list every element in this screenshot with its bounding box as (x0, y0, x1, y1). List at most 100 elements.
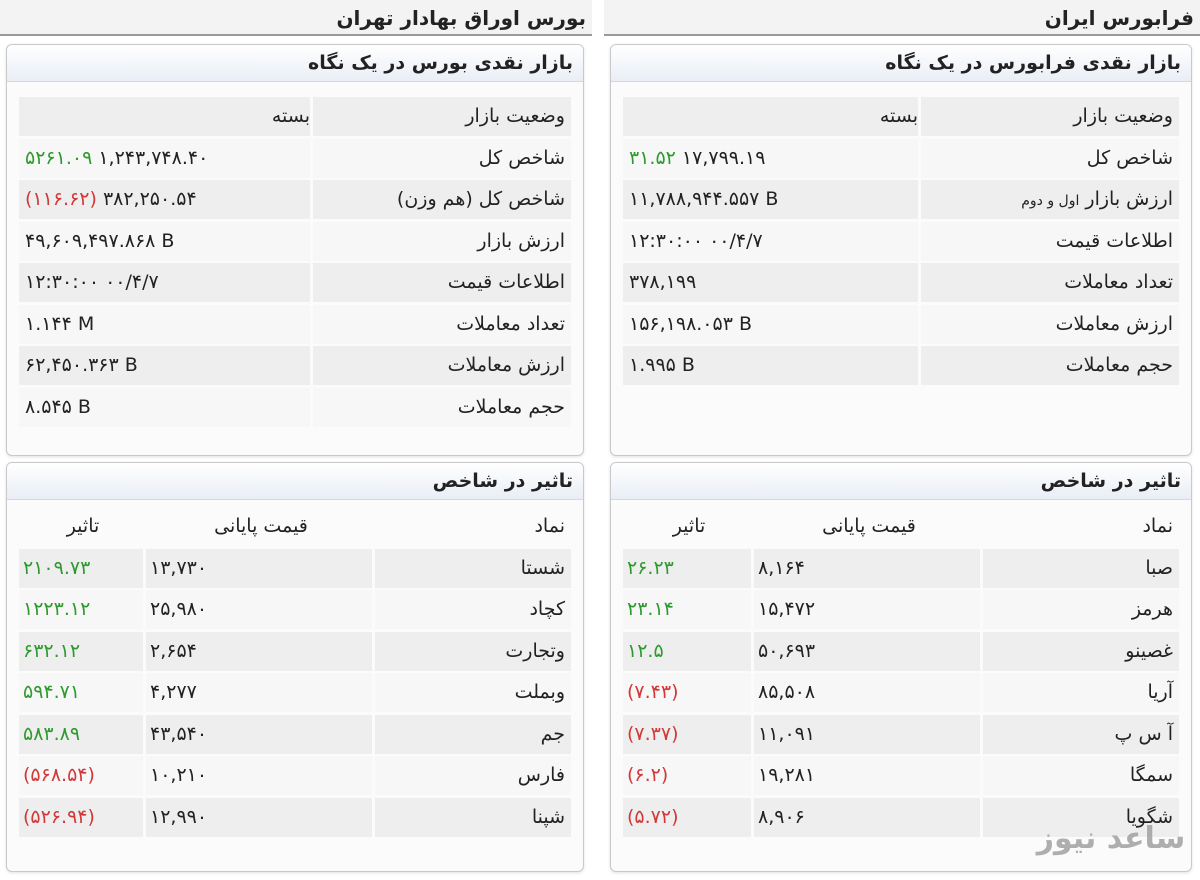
row-value: ۳۷۸,۱۹۹ (623, 263, 918, 302)
tehran-glance-title: بازار نقدی بورس در یک نگاه (7, 45, 583, 82)
table-row: تعداد معاملات ۳۷۸,۱۹۹ (623, 263, 1179, 302)
final-price: ۸۵,۵۰۸ (754, 673, 980, 712)
impact-value: ۱۲.۵ (623, 631, 751, 671)
symbol: شگویا (983, 797, 1179, 837)
table-row: شاخص کل ۵۲۶۱.۰۹ ۱,۲۴۳,۷۴۸.۴۰ (19, 138, 571, 178)
table-row: اطلاعات قیمت ۱۲:۳۰:۰۰ ۰۰/۴/۷ (19, 263, 571, 302)
symbol: غصینو (983, 631, 1179, 671)
row-label: ارزش معاملات (921, 304, 1179, 344)
farabourse-impact-title: تاثیر در شاخص (611, 463, 1191, 500)
symbol: شستا (375, 548, 571, 588)
tehran-impact-title: تاثیر در شاخص (7, 463, 583, 500)
final-price: ۱۲,۹۹۰ (146, 797, 372, 837)
row-value: ۶۲,۴۵۰.۳۶۳ B (19, 346, 310, 385)
table-row: کچاد ۲۵,۹۸۰ ۱۲۲۳.۱۲ (19, 590, 571, 629)
table-row: جم ۴۳,۵۴۰ ۵۸۳.۸۹ (19, 714, 571, 754)
table-row: وبملت ۴,۲۷۷ ۵۹۴.۷۱ (19, 673, 571, 712)
farabourse-title: فرابورس ایران (604, 0, 1200, 36)
final-price: ۱۱,۰۹۱ (754, 714, 980, 754)
row-label: اطلاعات قیمت (921, 221, 1179, 261)
row-value: ۱.۹۹۵ B (623, 346, 918, 385)
header-impact: تاثیر (672, 515, 706, 537)
row-label: تعداد معاملات (921, 263, 1179, 302)
symbol: آریا (983, 673, 1179, 712)
tehran-impact-rows: نماد قیمت پایانی تاثیر شستا ۱۳,۷۳۰ ۲۱۰۹.… (19, 507, 571, 839)
final-price: ۸,۹۰۶ (754, 797, 980, 837)
index-value: ۱,۲۴۳,۷۴۸.۴۰ (98, 146, 209, 169)
farabourse-glance-panel: بازار نقدی فرابورس در یک نگاه وضعیت بازا… (610, 44, 1192, 456)
header-impact: تاثیر (66, 515, 100, 537)
index-value: ۱۷,۷۹۹.۱۹ (681, 146, 766, 169)
farabourse-impact-panel: تاثیر در شاخص نماد قیمت پایانی تاثیر صبا… (610, 462, 1192, 872)
impact-value: ۲۶.۲۳ (623, 548, 751, 588)
final-price: ۱۳,۷۳۰ (146, 548, 372, 588)
row-label: تعداد معاملات (313, 304, 571, 344)
row-value: ۱۲:۳۰:۰۰ ۰۰/۴/۷ (19, 263, 310, 302)
header-price: قیمت پایانی (214, 515, 308, 537)
impact-value: ۲۱۰۹.۷۳ (19, 548, 143, 588)
row-value: (۱۱۶.۶۲) ۳۸۲,۲۵۰.۵۴ (19, 180, 310, 219)
table-row: حجم معاملات ۱.۹۹۵ B (623, 346, 1179, 385)
row-label: حجم معاملات (921, 346, 1179, 385)
table-row: وتجارت ۲,۶۵۴ ۶۳۲.۱۲ (19, 631, 571, 671)
row-label-suffix: اول و دوم (1021, 193, 1080, 209)
header-price: قیمت پایانی (822, 515, 916, 537)
impact-value: (۷.۴۳) (623, 673, 751, 712)
table-row: غصینو ۵۰,۶۹۳ ۱۲.۵ (623, 631, 1179, 671)
farabourse-impact-rows: نماد قیمت پایانی تاثیر صبا ۸,۱۶۴ ۲۶.۲۳ ه… (623, 507, 1179, 839)
impact-value: (۵.۷۲) (623, 797, 751, 837)
tehran-impact-panel: تاثیر در شاخص نماد قیمت پایانی تاثیر شست… (6, 462, 584, 872)
impact-value: (۵۶۸.۵۴) (19, 756, 143, 795)
row-label: اطلاعات قیمت (313, 263, 571, 302)
farabourse-glance-rows: وضعیت بازار بسته شاخص کل ۳۱.۵۲ ۱۷,۷۹۹.۱۹… (623, 97, 1179, 388)
final-price: ۱۹,۲۸۱ (754, 756, 980, 795)
symbol: کچاد (375, 590, 571, 629)
row-label: ارزش معاملات (313, 346, 571, 385)
farabourse-column: فرابورس ایران بازار نقدی فرابورس در یک ن… (604, 0, 1200, 880)
table-row: فارس ۱۰,۲۱۰ (۵۶۸.۵۴) (19, 756, 571, 795)
watermark-logo: ساعد نیوز (1036, 821, 1186, 856)
row-label: ارزش بازار (313, 221, 571, 261)
table-row: ارزش بازار اول و دوم ۱۱,۷۸۸,۹۴۴.۵۵۷ B (623, 180, 1179, 219)
table-row: وضعیت بازار بسته (19, 97, 571, 136)
row-value: بسته (19, 97, 310, 136)
tehran-title: بورس اوراق بهادار تهران (0, 0, 592, 36)
symbol: هرمز (983, 590, 1179, 629)
final-price: ۴,۲۷۷ (146, 673, 372, 712)
table-row: اطلاعات قیمت ۱۲:۳۰:۰۰ ۰۰/۴/۷ (623, 221, 1179, 261)
index-value: ۳۸۲,۲۵۰.۵۴ (102, 188, 197, 210)
table-row: هرمز ۱۵,۴۷۲ ۲۳.۱۴ (623, 590, 1179, 629)
table-row: ارزش معاملات ۱۵۶,۱۹۸.۰۵۳ B (623, 304, 1179, 344)
farabourse-glance-title: بازار نقدی فرابورس در یک نگاه (611, 45, 1191, 82)
symbol: جم (375, 714, 571, 754)
impact-value: ۶۳۲.۱۲ (19, 631, 143, 671)
tehran-glance-panel: بازار نقدی بورس در یک نگاه وضعیت بازار ب… (6, 44, 584, 456)
final-price: ۲,۶۵۴ (146, 631, 372, 671)
impact-value: ۱۲۲۳.۱۲ (19, 590, 143, 629)
symbol: سمگا (983, 756, 1179, 795)
row-value: ۵۲۶۱.۰۹ ۱,۲۴۳,۷۴۸.۴۰ (19, 138, 310, 178)
table-row: تعداد معاملات ۱.۱۴۴ M (19, 304, 571, 344)
table-header: نماد قیمت پایانی تاثیر (623, 507, 1179, 546)
table-row: وضعیت بازار بسته (623, 97, 1179, 136)
index-change: ۵۲۶۱.۰۹ (25, 146, 93, 169)
table-header: نماد قیمت پایانی تاثیر (19, 507, 571, 546)
impact-value: (۷.۳۷) (623, 714, 751, 754)
table-row: شاخص کل (هم وزن) (۱۱۶.۶۲) ۳۸۲,۲۵۰.۵۴ (19, 180, 571, 219)
symbol: شپنا (375, 797, 571, 837)
table-row: ارزش بازار ۴۹,۶۰۹,۴۹۷.۸۶۸ B (19, 221, 571, 261)
row-label: حجم معاملات (313, 387, 571, 427)
row-label: شاخص کل (هم وزن) (313, 180, 571, 219)
impact-value: ۲۳.۱۴ (623, 590, 751, 629)
symbol: وبملت (375, 673, 571, 712)
table-row: شاخص کل ۳۱.۵۲ ۱۷,۷۹۹.۱۹ (623, 138, 1179, 178)
final-price: ۱۵,۴۷۲ (754, 590, 980, 629)
row-value: ۱.۱۴۴ M (19, 304, 310, 344)
row-value: ۳۱.۵۲ ۱۷,۷۹۹.۱۹ (623, 138, 918, 178)
row-value: بسته (623, 97, 918, 136)
row-label: وضعیت بازار (921, 97, 1179, 136)
symbol: آ س پ (983, 714, 1179, 754)
table-row: حجم معاملات ۸.۵۴۵ B (19, 387, 571, 427)
row-value: ۱۱,۷۸۸,۹۴۴.۵۵۷ B (623, 180, 918, 219)
final-price: ۴۳,۵۴۰ (146, 714, 372, 754)
